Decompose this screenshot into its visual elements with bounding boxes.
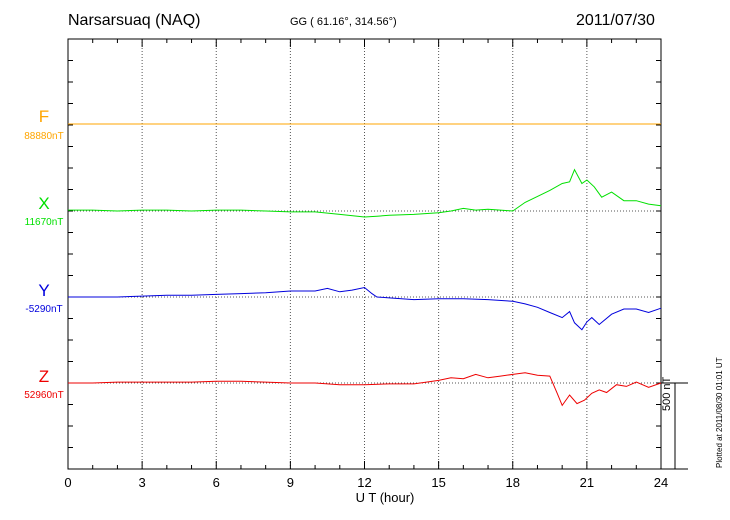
series-line-z [68,372,662,407]
plotted-timestamp: Plotted at 2011/08/30 01:01 UT [715,357,724,468]
x-tick-label: 0 [64,475,71,490]
series-baseline-x: 11670nT [24,217,64,228]
series-line-x [68,168,662,218]
series-label-z: Z [38,367,50,386]
x-axis-label: U T (hour) [355,490,415,505]
grid-lines [68,39,661,469]
series-label-y: Y [38,281,50,300]
data-series [68,123,662,407]
scale-bar [661,382,688,470]
x-tick-label: 9 [287,475,294,490]
x-tick-label: 24 [654,475,668,490]
chart-date: 2011/07/30 [576,12,655,29]
series-baseline-f: 88880nT [24,131,64,142]
series-line-y [68,286,662,331]
x-tick-label: 15 [431,475,445,490]
station-title: Narsarsuaq (NAQ) [68,12,201,29]
station-coordinates: GG ( 61.16°, 314.56°) [290,16,397,28]
x-tick-label: 6 [213,475,220,490]
series-baseline-z: 52960nT [24,390,64,401]
series-label-x: X [38,194,50,213]
series-baseline-y: -5290nT [25,304,63,315]
axis-ticks [67,38,662,470]
x-tick-label: 12 [357,475,371,490]
x-tick-label: 18 [506,475,520,490]
x-tick-label: 21 [580,475,594,490]
series-label-f: F [38,107,50,126]
x-tick-label: 3 [139,475,146,490]
plot-frame [67,38,662,470]
scale-bar-label: 500 nT [661,376,673,411]
